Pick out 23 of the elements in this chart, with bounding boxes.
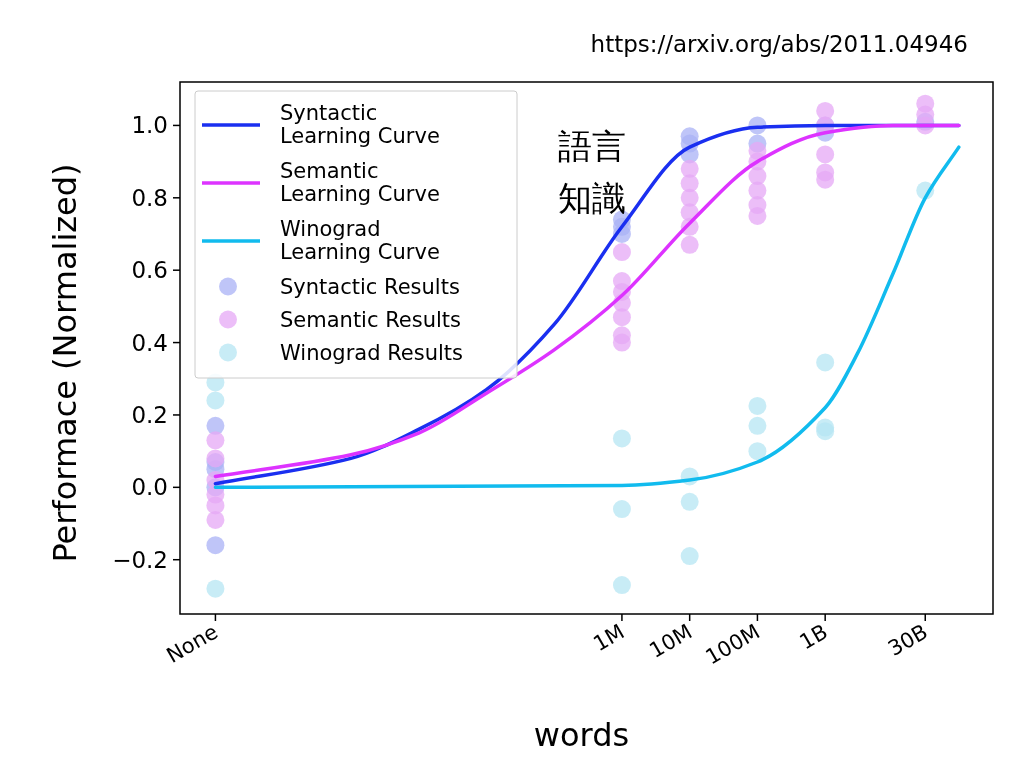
legend-label: Winograd Learning Curve: [280, 217, 440, 264]
y-tick-label: 0.6: [131, 257, 168, 284]
legend-label: Syntactic Learning Curve: [280, 101, 440, 148]
y-tick-label: 0.4: [131, 329, 168, 356]
y-axis-title: Performace (Normalized): [46, 163, 84, 563]
x-tick-label: 1M: [589, 619, 629, 657]
x-tick-label: None: [162, 619, 222, 668]
y-tick-label: 0.2: [131, 401, 168, 428]
x-tick-label: 1B: [795, 619, 832, 655]
annotation: 知識: [558, 178, 626, 218]
x-tick-label: 30B: [884, 619, 932, 661]
legend-label: Semantic Results: [280, 308, 462, 332]
legend-label: Syntactic Results: [280, 275, 460, 299]
x-axis-title: words: [533, 716, 630, 754]
x-tick-label: 10M: [645, 619, 697, 663]
annotation: 語言: [558, 126, 626, 166]
y-tick-label: 0.0: [131, 474, 168, 501]
y-tick-label: 1.0: [131, 112, 168, 139]
y-tick-label: 0.8: [131, 184, 168, 211]
legend-label: Semantic Learning Curve: [280, 159, 440, 206]
text: https://arxiv.org/abs/2011.04946: [590, 31, 968, 57]
legend-label: Winograd Results: [280, 341, 463, 365]
y-tick-label: −0.2: [112, 546, 168, 573]
